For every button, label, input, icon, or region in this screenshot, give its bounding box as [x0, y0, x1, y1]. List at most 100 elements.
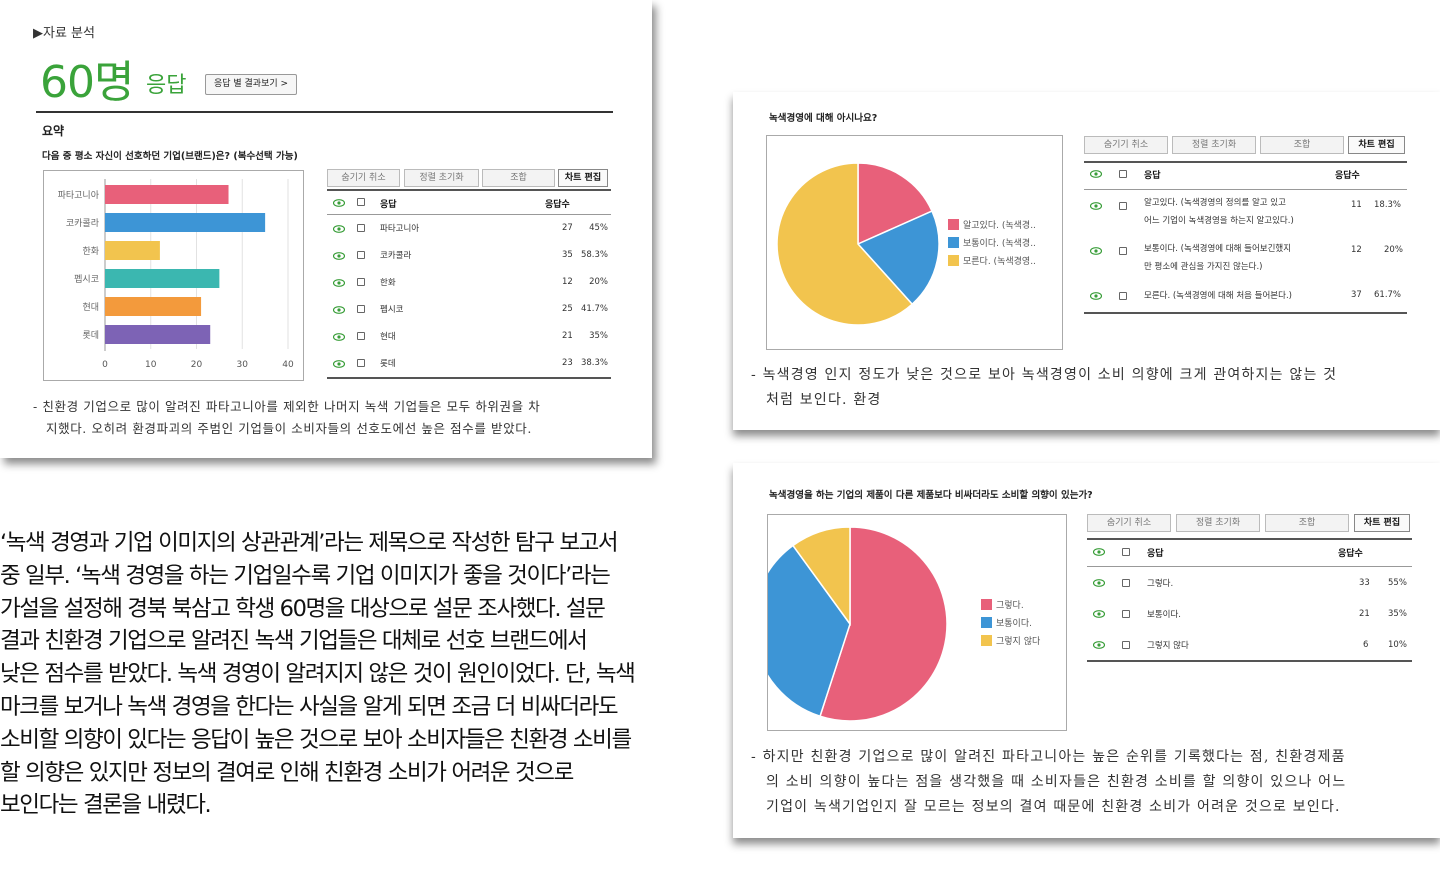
- legend-swatch: [948, 219, 959, 230]
- legend-label: 알고있다. (녹색경..: [963, 219, 1036, 231]
- answer-header: 응답: [1144, 171, 1161, 181]
- answer-percent: 38.3%: [580, 358, 608, 368]
- row-checkbox[interactable]: [1119, 247, 1127, 255]
- legend-label: 보통이다.: [996, 618, 1032, 629]
- unhide-button[interactable]: 숨기기 취소: [1084, 136, 1168, 154]
- chart-edit-button[interactable]: 차트 편집: [558, 169, 608, 187]
- bar: [105, 269, 220, 288]
- eye-icon[interactable]: [333, 279, 345, 287]
- row-checkbox[interactable]: [357, 332, 365, 340]
- answer-count: 12: [562, 277, 573, 287]
- caption-line: ‘녹색 경영과 기업 이미지의 상관관계’라는 제목으로 작성한 탐구 보고서: [0, 530, 619, 556]
- reset-sort-button[interactable]: 정렬 초기화: [1172, 136, 1256, 154]
- legend-label: 그렇지 않다: [996, 636, 1041, 647]
- answer-count: 33: [1359, 578, 1370, 588]
- divider: [36, 111, 613, 113]
- combine-button[interactable]: 조합: [482, 169, 555, 187]
- unhide-button[interactable]: 숨기기 취소: [1087, 514, 1171, 532]
- eye-icon[interactable]: [1093, 579, 1105, 587]
- reset-sort-button[interactable]: 정렬 초기화: [1176, 514, 1260, 532]
- unhide-button[interactable]: 숨기기 취소: [327, 169, 400, 187]
- pie-slice: [819, 526, 948, 722]
- legend-swatch: [981, 617, 992, 628]
- caption-line: 마크를 보거나 녹색 경영을 한다는 사실을 알게 되면 조금 더 비싸더라도: [0, 693, 619, 720]
- caption-line: 결과 친환경 기업으로 알려진 녹색 기업들은 대체로 선호 브랜드에서: [0, 628, 588, 655]
- response-unit: 응답: [146, 73, 187, 98]
- eye-icon[interactable]: [1090, 247, 1102, 255]
- pie-chart-svg: 그렇다. 보통이다. 그렇지 않다: [752, 526, 1041, 722]
- eye-icon[interactable]: [1090, 170, 1102, 178]
- table-header-line: [1084, 189, 1407, 190]
- chart-edit-button[interactable]: 차트 편집: [1354, 514, 1410, 532]
- select-all-checkbox[interactable]: [1119, 170, 1127, 178]
- question-text: 녹색경영을 하는 기업의 제품이 다른 제품보다 비싸더라도 소비할 의향이 있…: [769, 490, 1093, 501]
- category-label: 펩시코: [74, 274, 99, 285]
- row-checkbox[interactable]: [1119, 202, 1127, 210]
- survey-panel-willingness: 녹색경영을 하는 기업의 제품이 다른 제품보다 비싸더라도 소비할 의향이 있…: [733, 463, 1440, 838]
- chart-edit-button[interactable]: 차트 편집: [1348, 136, 1405, 154]
- question-text: 다음 중 평소 자신이 선호하던 기업(브랜드)은? (복수선택 가능): [42, 151, 298, 162]
- caption-line: 보인다는 결론을 내렸다.: [0, 792, 212, 819]
- row-checkbox[interactable]: [1122, 610, 1130, 618]
- answer-label: 현대: [380, 332, 396, 342]
- eye-icon[interactable]: [333, 225, 345, 233]
- answer-label: 그렇지 않다: [1147, 641, 1189, 651]
- x-tick-label: 0: [102, 360, 108, 370]
- caption-line: 중 일부. ‘녹색 경영을 하는 기업일수록 기업 이미지가 좋을 것이다’라는: [0, 562, 611, 589]
- note-line: 처럼 보인다. 환경: [766, 392, 882, 408]
- row-checkbox[interactable]: [357, 224, 365, 232]
- answer-label: 롯데: [380, 359, 396, 369]
- legend-label: 모른다. (녹색경영..: [963, 255, 1036, 267]
- answer-label: 만 평소에 관심을 가지진 않는다.): [1144, 262, 1263, 272]
- legend-swatch: [981, 635, 992, 646]
- answer-label: 어느 기업이 녹색경영을 하는지 알고있다.): [1144, 216, 1294, 226]
- select-all-checkbox[interactable]: [357, 198, 365, 206]
- x-tick-label: 40: [282, 360, 294, 370]
- survey-panel-awareness: 녹색경영에 대해 아시나요? 알고있다. (녹색경.. 보통이다. (녹색경.. 모…: [733, 92, 1440, 430]
- table-top-line: [1087, 538, 1412, 540]
- eye-icon[interactable]: [1090, 292, 1102, 300]
- answer-count: 12: [1351, 245, 1362, 255]
- eye-icon[interactable]: [333, 306, 345, 314]
- answer-count: 23: [562, 358, 573, 368]
- caption-line: 할 의향은 있지만 정보의 결여로 인해 친환경 소비가 어려운 것으로: [0, 759, 574, 786]
- eye-icon[interactable]: [333, 360, 345, 368]
- row-checkbox[interactable]: [1122, 641, 1130, 649]
- row-checkbox[interactable]: [1119, 292, 1127, 300]
- legend-swatch: [948, 237, 959, 248]
- caption-line: 소비할 의향이 있다는 응답이 높은 것으로 보아 소비자들은 친환경 소비를: [0, 726, 632, 753]
- row-checkbox[interactable]: [357, 305, 365, 313]
- answer-percent: 10%: [1388, 640, 1407, 650]
- reset-sort-button[interactable]: 정렬 초기화: [404, 169, 479, 187]
- row-checkbox[interactable]: [357, 278, 365, 286]
- answer-percent: 45%: [589, 223, 608, 233]
- select-all-checkbox[interactable]: [1122, 548, 1130, 556]
- pie-chart-svg: 알고있다. (녹색경.. 보통이다. (녹색경.. 모른다. (녹색경영..: [776, 162, 1036, 326]
- eye-icon[interactable]: [333, 333, 345, 341]
- combine-button[interactable]: 조합: [1260, 136, 1344, 154]
- pie-slice: [791, 526, 851, 627]
- answer-percent: 35%: [1388, 609, 1407, 619]
- row-checkbox[interactable]: [357, 251, 365, 259]
- legend-label: 보통이다. (녹색경..: [963, 237, 1036, 249]
- note-line: - 하지만 친환경 기업으로 많이 알려진 파타고니아는 높은 순위를 기록했다…: [751, 749, 1346, 765]
- eye-icon[interactable]: [1093, 548, 1105, 556]
- pie-slice: [857, 162, 933, 246]
- note-line: 의 소비 의향이 높다는 점을 생각했을 때 소비자들은 친환경 소비를 할 의…: [766, 774, 1347, 790]
- note-line: 지했다. 오히려 환경파괴의 주범인 기업들이 소비자들의 선호도에선 높은 점…: [46, 421, 532, 436]
- row-checkbox[interactable]: [357, 359, 365, 367]
- eye-icon[interactable]: [1093, 610, 1105, 618]
- view-by-response-button[interactable]: 응답 별 결과보기 >: [205, 74, 297, 95]
- eye-icon[interactable]: [1093, 641, 1105, 649]
- eye-icon[interactable]: [1090, 202, 1102, 210]
- answer-label: 그렇다.: [1147, 579, 1174, 589]
- eye-icon[interactable]: [333, 252, 345, 260]
- answer-label: 파타고니아: [380, 224, 420, 234]
- row-checkbox[interactable]: [1122, 579, 1130, 587]
- note-line: - 친환경 기업으로 많이 알려진 파타고니아를 제외한 나머지 녹색 기업들은…: [33, 399, 541, 414]
- combine-button[interactable]: 조합: [1265, 514, 1349, 532]
- bar: [105, 185, 229, 204]
- table-bottom-line: [327, 377, 611, 379]
- pie-slice: [856, 210, 940, 306]
- eye-icon[interactable]: [333, 199, 345, 207]
